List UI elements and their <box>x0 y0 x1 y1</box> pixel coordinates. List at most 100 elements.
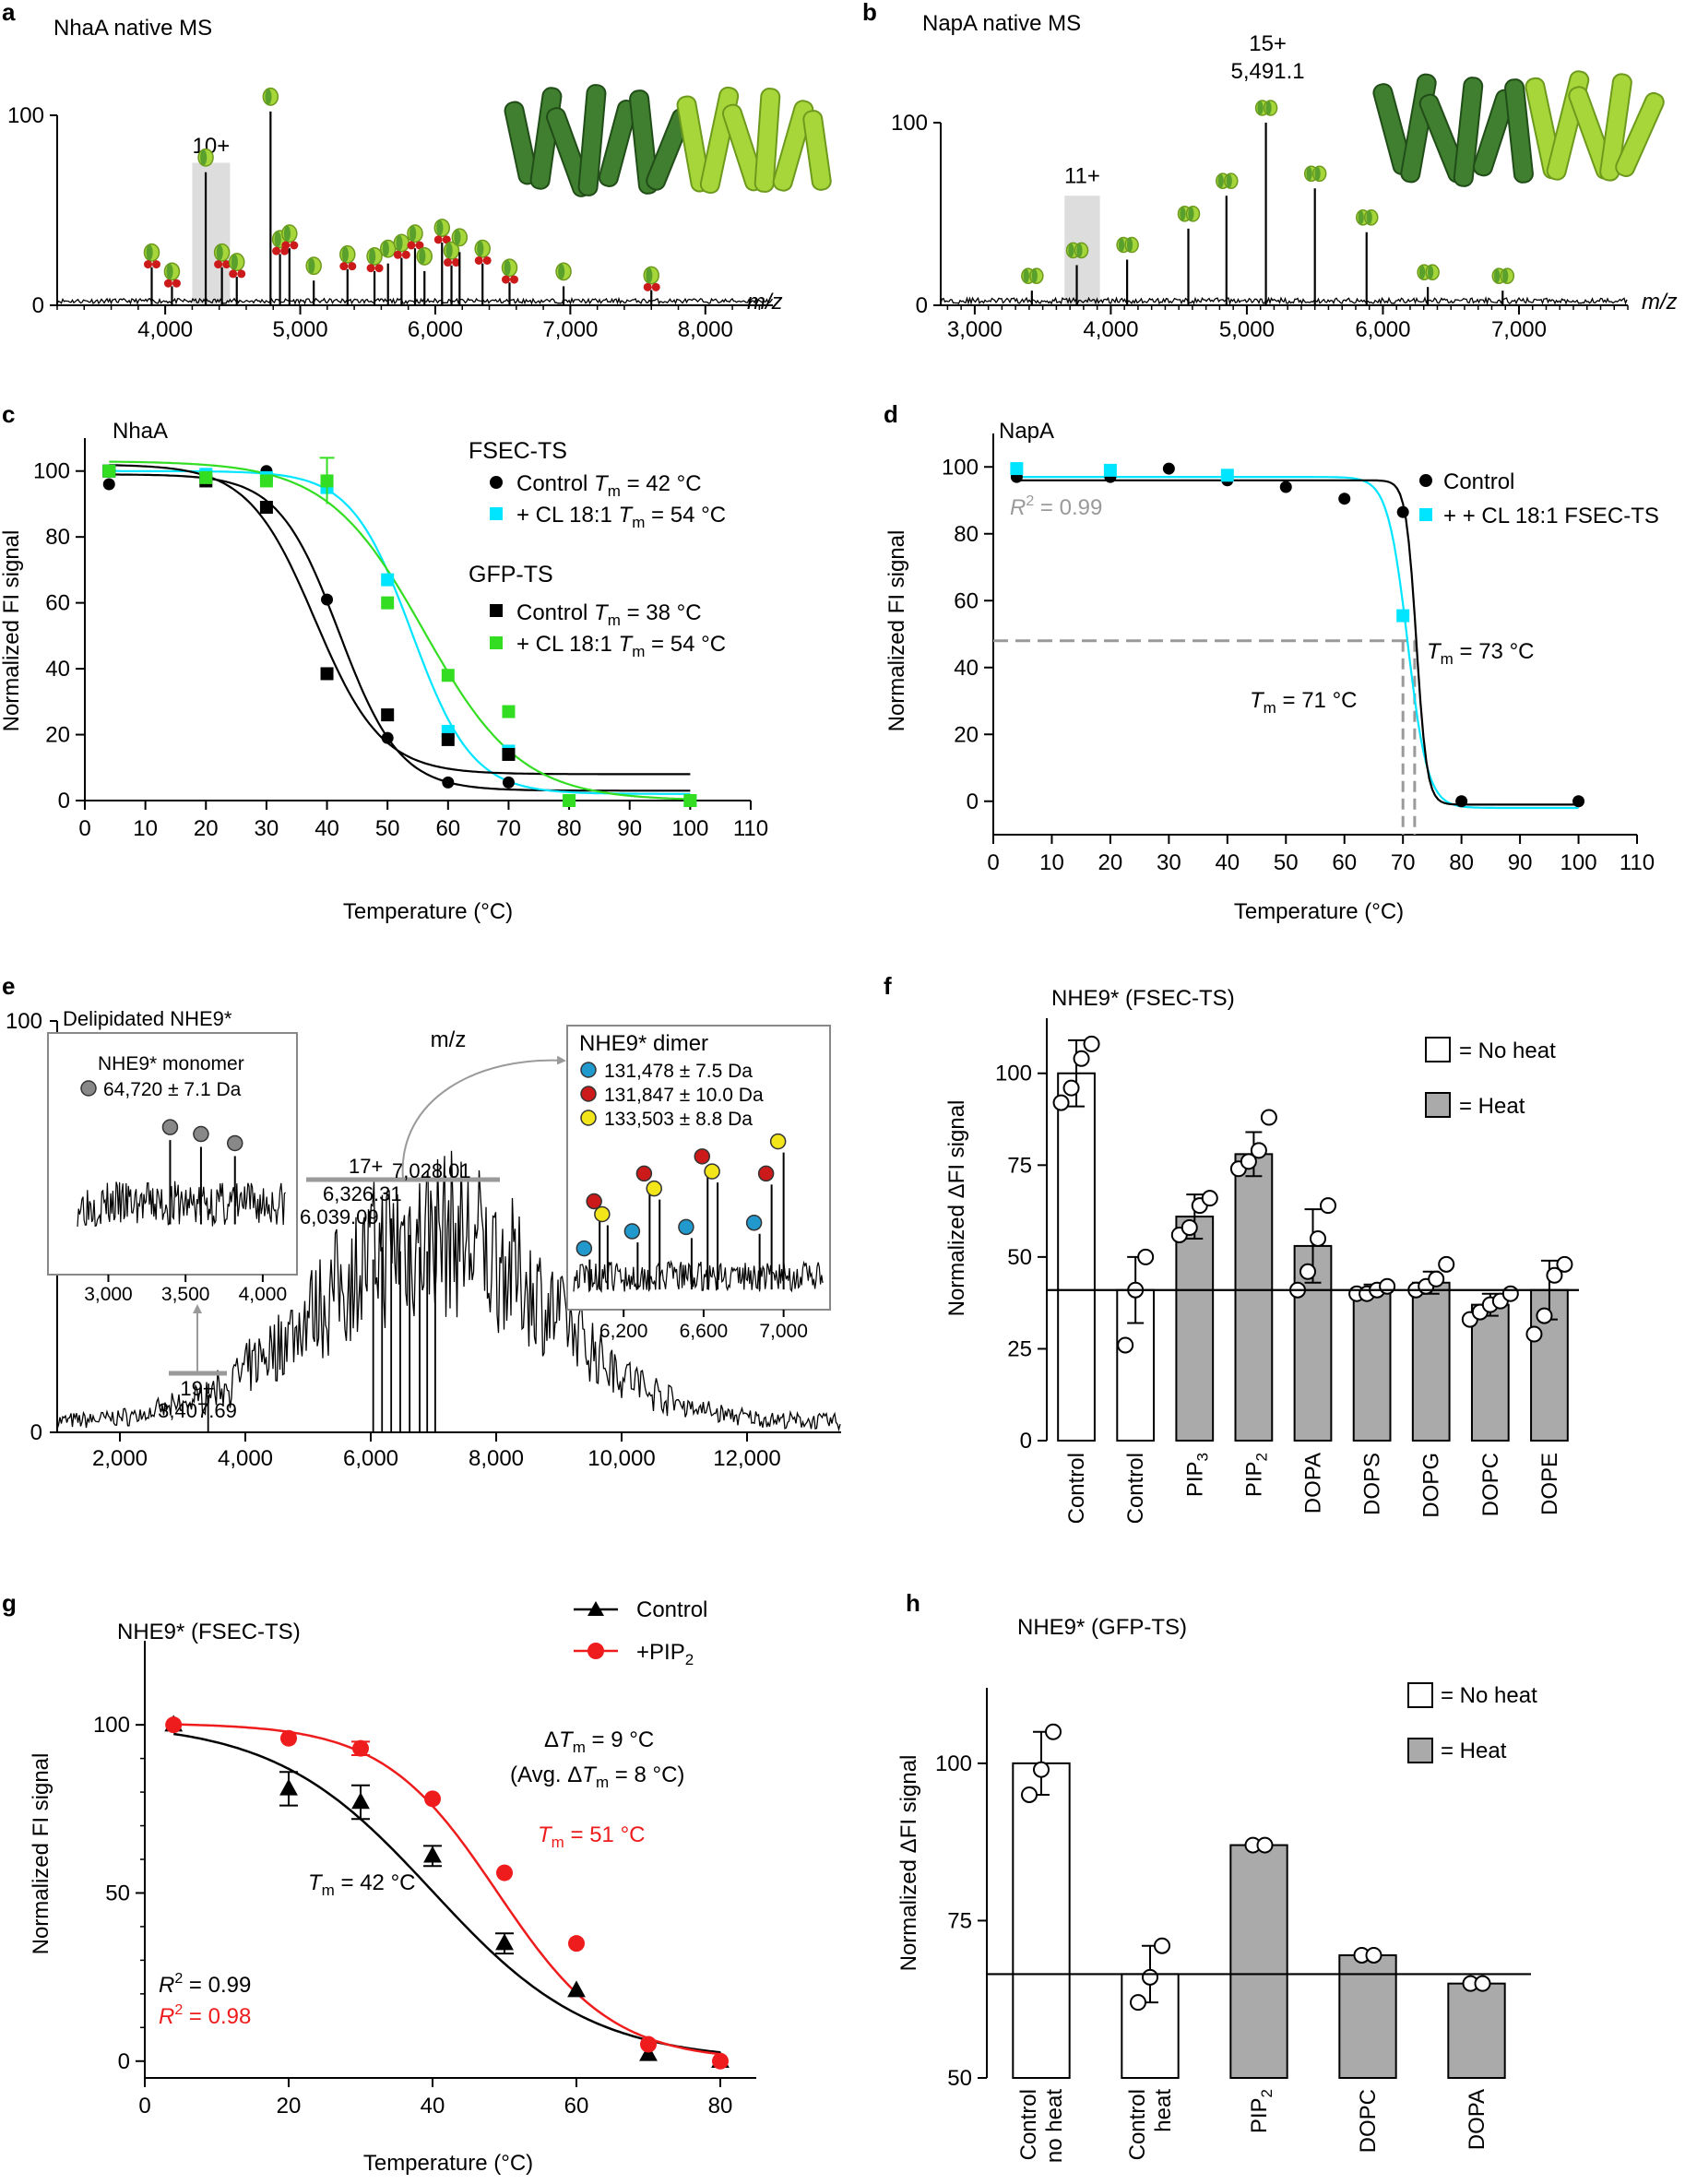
replicate-point <box>1052 1094 1070 1111</box>
panel-b-axes: 3,000 4,000 5,000 6,000 7,000 0 100 <box>891 111 1629 342</box>
replicate-point <box>1142 1968 1158 1986</box>
panel-h-ylabel: Normalized ΔFI signal <box>896 1755 921 1972</box>
inset-peak-dot <box>227 1134 243 1152</box>
replicate-point <box>1073 1050 1090 1067</box>
panel-d-tm-guides <box>993 639 1417 835</box>
protein-glyph-shade <box>1265 101 1272 115</box>
panel-letter-e: e <box>2 972 15 1000</box>
replicate-point <box>1299 1263 1316 1280</box>
peak-glyph <box>1224 172 1239 189</box>
y-tick-label: 100 <box>942 455 979 480</box>
y-tick-label: 60 <box>954 588 979 613</box>
peak-glyph <box>1425 264 1440 281</box>
panel-g-avg-delta-tm: (Avg. ΔTm = 8 °C) <box>510 1763 684 1791</box>
panel-h-legend-label-2: = Heat <box>1441 1739 1507 1763</box>
replicate-point <box>1181 1219 1198 1237</box>
replicate-point <box>1021 1786 1038 1803</box>
protein-glyph-shade <box>1217 173 1224 188</box>
x-tick-label: 6,000 <box>408 317 463 342</box>
panel-d-legend-label-1: Control <box>1443 469 1514 494</box>
panel-g-legend-label-2: +PIP2 <box>636 1640 694 1668</box>
panel-a-xlabel: m/z <box>747 290 783 315</box>
data-point <box>1220 469 1234 482</box>
data-point <box>502 747 516 761</box>
data-point <box>351 1792 370 1810</box>
protein-glyph-shade <box>231 254 238 270</box>
panel-c-legend-label-1: Control Tm = 42 °C <box>516 471 702 500</box>
data-point <box>259 474 273 488</box>
category-label: Control <box>1123 1453 1148 1524</box>
panel-e-dimer-mass-3: 133,503 ± 8.8 Da <box>604 1109 753 1130</box>
category-label: DOPE <box>1537 1453 1562 1515</box>
panel-g-points <box>164 1715 730 2070</box>
data-point <box>381 731 394 744</box>
category-subscript: 3 <box>1193 1453 1211 1461</box>
bar <box>1012 1762 1071 2079</box>
protein-glyph-shade <box>1188 207 1194 221</box>
x-tick-label: 6,000 <box>1355 317 1410 342</box>
inset-tick-label: 7,000 <box>759 1321 808 1342</box>
inset-peak-dot <box>757 1165 775 1182</box>
replicate-point <box>1310 1229 1326 1247</box>
protein-glyph-shade <box>396 235 403 251</box>
inset-peak-dot <box>623 1223 641 1240</box>
panel-c-axes: 0 10 20 30 40 50 60 70 80 90 100 110 0 20 40 60 80 100 <box>33 438 768 841</box>
lipid-dot <box>172 279 181 288</box>
data-point <box>495 1933 514 1951</box>
replicate-point <box>1117 1336 1134 1354</box>
panel-g-title: NHE9* (FSEC-TS) <box>117 1620 301 1644</box>
panel-e-peak-17-charge: 17+ <box>349 1155 383 1178</box>
data-point <box>640 2036 657 2053</box>
inset-peak-dot <box>745 1215 763 1231</box>
data-point <box>1455 795 1468 808</box>
x-tick-label: 70 <box>1391 850 1416 875</box>
lipid-dot <box>482 255 492 265</box>
replicate-point <box>1365 1946 1382 1964</box>
category-subscript: 2 <box>1252 1453 1270 1461</box>
data-point <box>102 464 116 478</box>
protein-glyph-shade <box>436 220 444 236</box>
y-tick-label: 100 <box>7 103 44 128</box>
fit-curve <box>173 1732 721 2054</box>
lipid-dot <box>393 250 402 259</box>
replicate-point <box>1154 1937 1170 1954</box>
panel-b-xlabel: m/z <box>1642 290 1678 315</box>
panel-e-xlabel: m/z <box>431 1027 467 1052</box>
peak-glyph <box>1364 209 1379 226</box>
peak-glyph <box>555 262 572 281</box>
panel-d-r2: R2 = 0.99 <box>1010 493 1102 520</box>
panel-f-ylabel: Normalized ΔFI signal <box>944 1100 969 1317</box>
bar <box>1175 1216 1215 1442</box>
peak-glyph <box>433 219 451 244</box>
panel-e-monomer-dot-legend <box>80 1080 97 1097</box>
inset-peak-dot <box>646 1180 662 1197</box>
lipid-dot <box>501 275 510 284</box>
inset-peak-dot <box>694 1148 711 1165</box>
category-label: Control <box>1064 1453 1089 1524</box>
inset-tick-label: 4,000 <box>239 1284 288 1305</box>
x-tick-label: 5,000 <box>273 317 328 342</box>
panel-f-bars <box>1047 1035 1579 1442</box>
panel-letter-d: d <box>884 400 898 428</box>
panel-e-dimer-arrow <box>401 1055 566 1181</box>
peak-glyph <box>474 239 492 265</box>
y-tick-label: 80 <box>954 522 979 547</box>
peak-glyph <box>393 233 410 259</box>
peak-glyph <box>1124 236 1139 254</box>
x-tick-label: 0 <box>987 850 999 875</box>
panel-f-axes: 0 25 50 75 100 Control Control PIP3 PIP2 DOPA DOPS… <box>995 1018 1562 1524</box>
x-tick-label: 80 <box>557 816 582 841</box>
lipid-dot <box>643 282 652 291</box>
spectrum-trace <box>940 296 1628 306</box>
x-tick-label: 12,000 <box>713 1446 780 1471</box>
inset-peak-dot <box>586 1193 602 1210</box>
replicate-point <box>1260 1109 1277 1126</box>
protein-glyph-shade <box>1314 166 1321 181</box>
panel-e: 2,000 4,000 6,000 8,000 10,000 12,000 0 100 m/z… <box>6 1007 841 1471</box>
panel-g-legend-label-1: Control <box>636 1597 707 1622</box>
panel-g-tm-label-pip2: Tm = 51 °C <box>538 1822 646 1851</box>
y-tick-label: 0 <box>58 789 70 813</box>
data-point <box>568 1935 585 1953</box>
x-tick-label: 40 <box>1215 850 1240 875</box>
fit-curve <box>173 1723 721 2056</box>
